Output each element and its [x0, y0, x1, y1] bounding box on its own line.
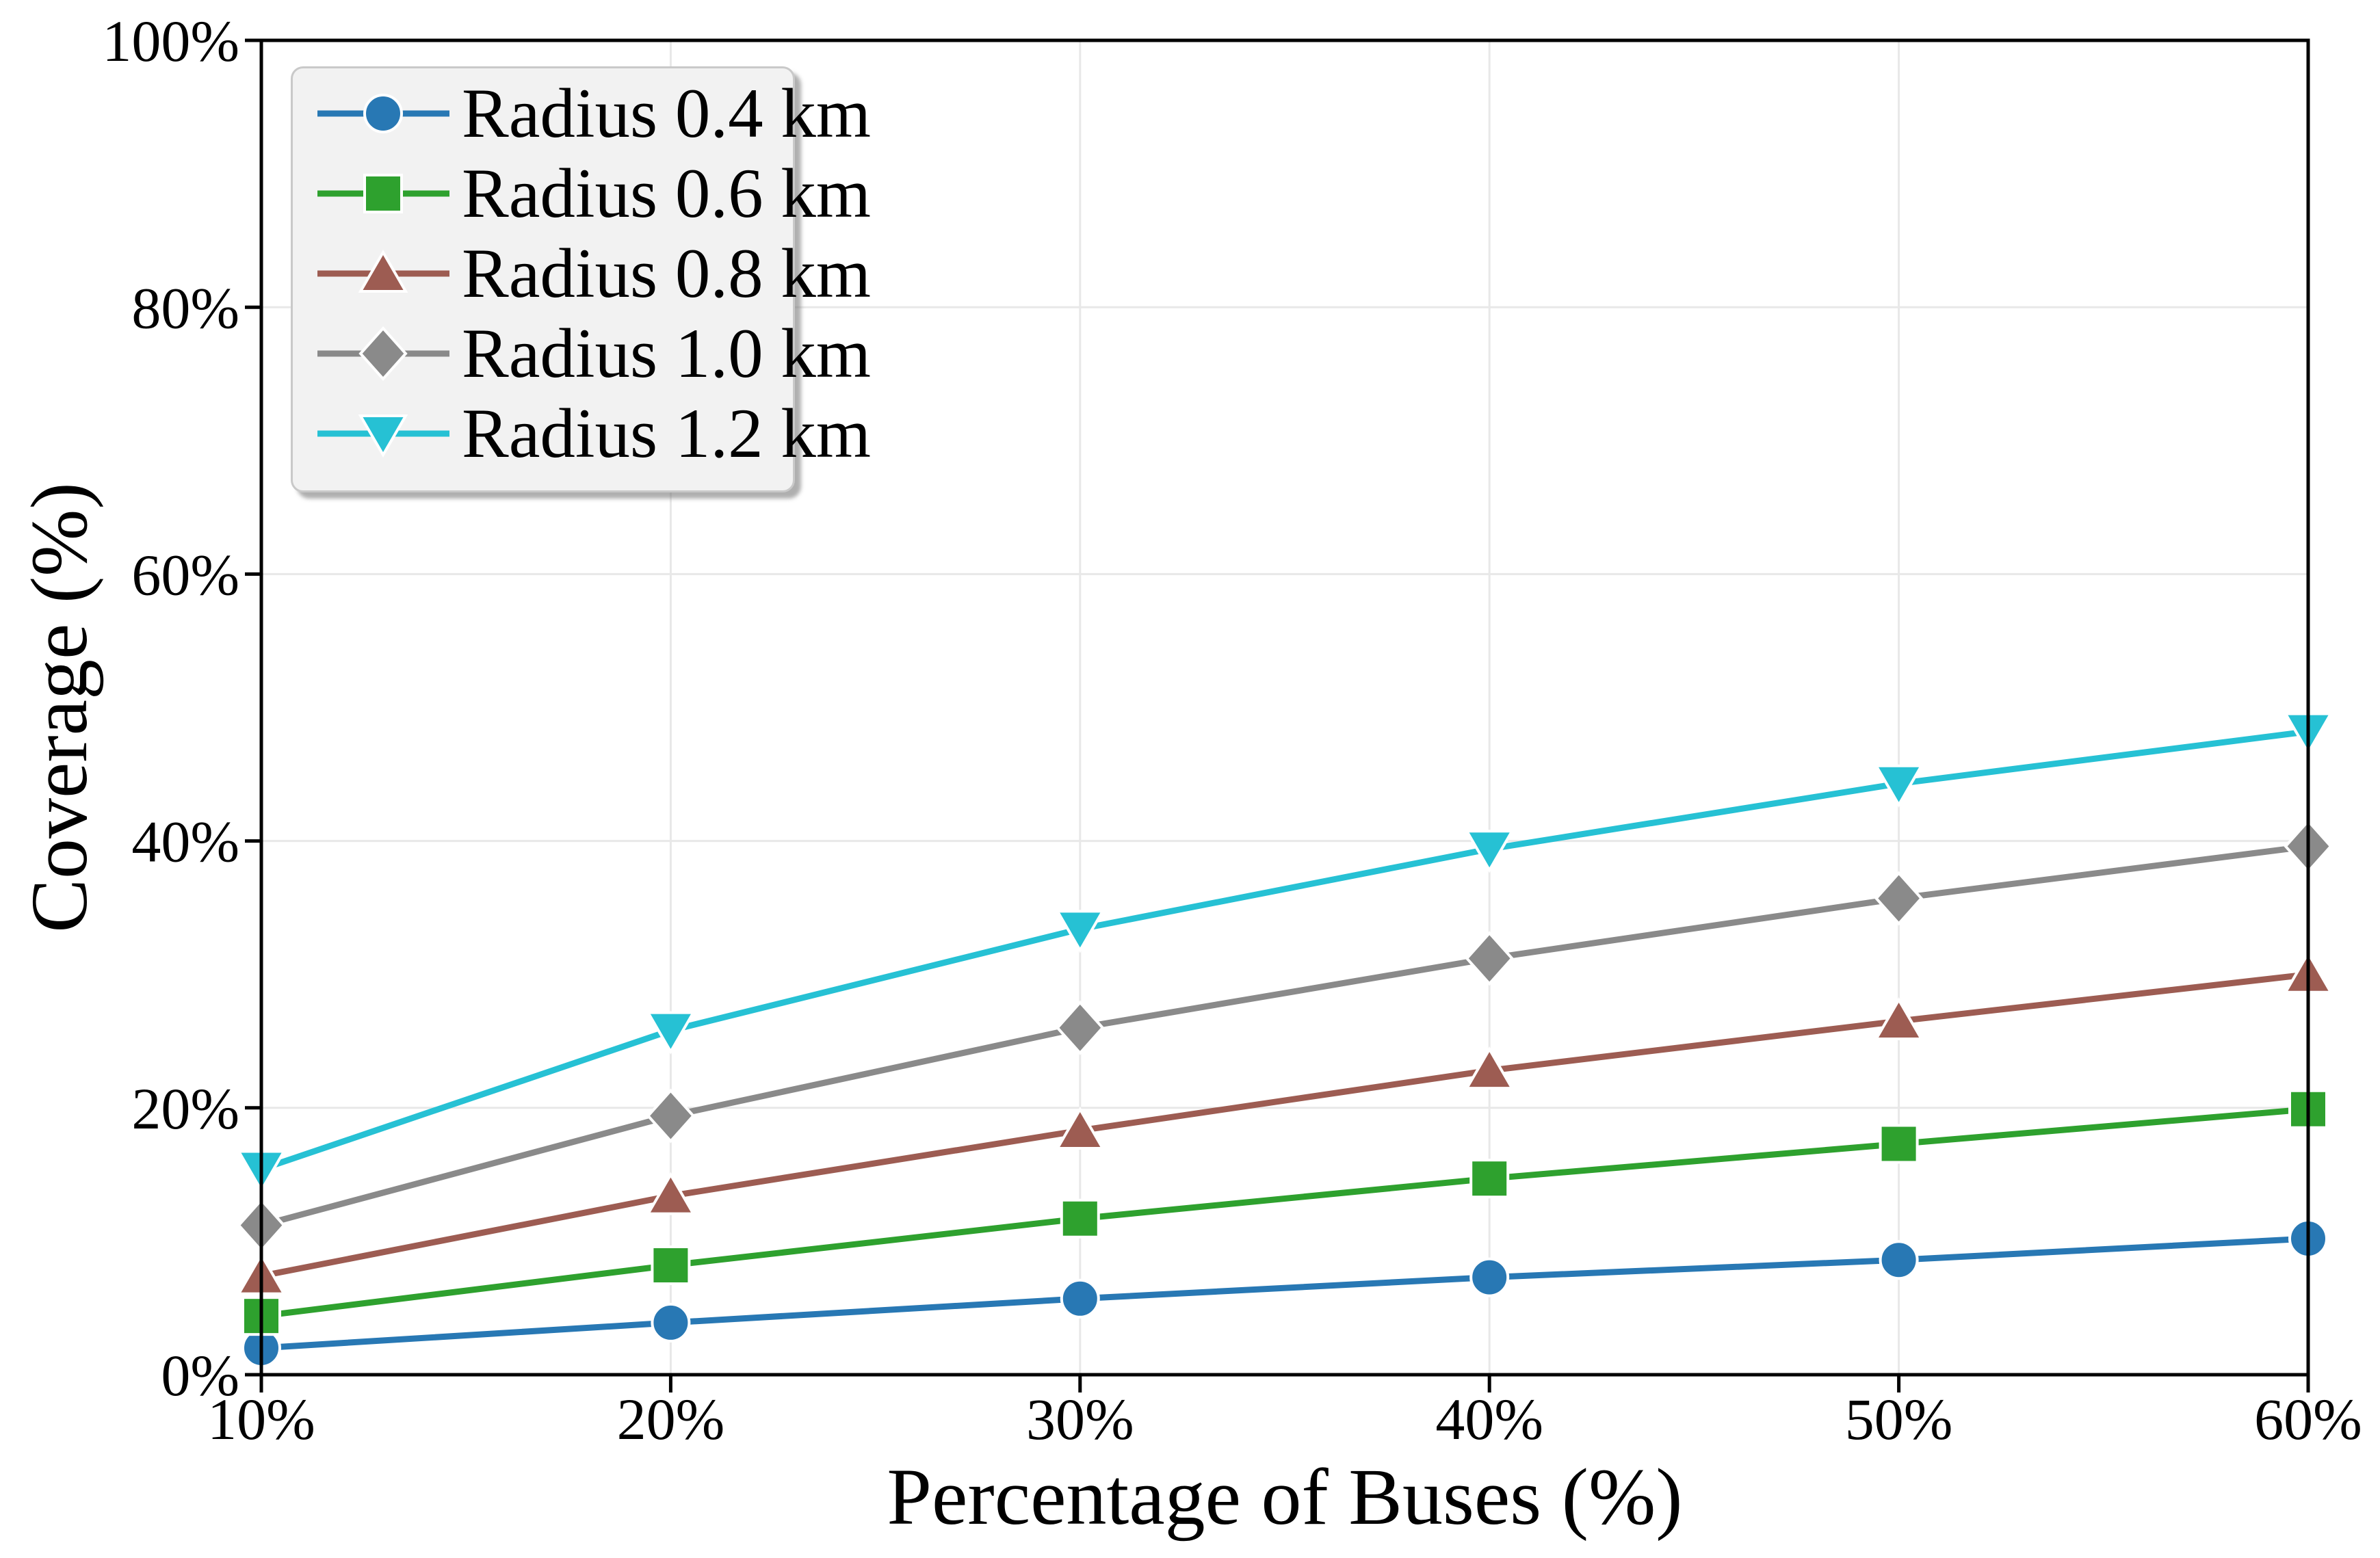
data-point-marker: [651, 1302, 691, 1343]
data-point-marker: [1879, 1240, 1919, 1280]
data-point-marker: [651, 1245, 691, 1286]
series-line: [261, 971, 2309, 1280]
data-point-marker: [645, 1172, 696, 1215]
data-point-marker: [1055, 1106, 1106, 1150]
data-point-marker: [1469, 1257, 1510, 1297]
square-legend-icon: [317, 174, 449, 214]
y-tick-label: 100%: [102, 8, 239, 74]
data-point-marker: [1464, 1046, 1515, 1090]
legend-item: Radius 0.4 km: [313, 77, 871, 151]
legend-item-label: Radius 1.2 km: [462, 395, 871, 473]
x-axis-label: Percentage of Buses (%): [887, 1452, 1682, 1542]
legend-marker: [363, 94, 403, 134]
legend-item-label: Radius 0.8 km: [462, 235, 871, 313]
legend-item: Radius 1.0 km: [313, 317, 871, 391]
legend-item-label: Radius 0.6 km: [462, 155, 871, 233]
data-point-marker: [1056, 1000, 1105, 1055]
y-tick-label: 20%: [131, 1076, 239, 1141]
legend: Radius 0.4 km Radius 0.6 km Radius 0.8 km R…: [291, 66, 871, 492]
series-radius-1-2-km: [236, 712, 2333, 1193]
legend-item: Radius 1.2 km: [313, 397, 871, 471]
triangle-down-legend-icon: [317, 414, 449, 458]
triangle-up-legend-icon: [317, 250, 449, 293]
data-point-marker: [1874, 764, 1924, 808]
data-point-marker: [1060, 1198, 1100, 1239]
data-point-marker: [1465, 931, 1514, 986]
data-point-marker: [1874, 871, 1924, 926]
legend-item-label: Radius 0.4 km: [462, 75, 871, 153]
ticks: 10% 20% 30% 40% 50% 60% 0% 20% 40% 60% 80% 100%: [102, 8, 2362, 1452]
y-tick-label: 60%: [131, 542, 239, 608]
data-point-marker: [1060, 1278, 1100, 1319]
x-tick-label: 30%: [1026, 1386, 1134, 1452]
series-radius-0-6-km: [241, 1089, 2328, 1336]
legend-marker: [358, 250, 408, 293]
x-tick-label: 10%: [207, 1386, 315, 1452]
data-point-marker: [1874, 996, 1924, 1040]
diamond-legend-icon: [317, 326, 449, 382]
y-axis-label: Coverage (%): [14, 482, 104, 933]
x-tick-label: 40%: [1435, 1386, 1543, 1452]
data-point-marker: [1469, 1159, 1510, 1199]
series-line: [261, 1235, 2309, 1351]
series-radius-1-0-km: [237, 819, 2333, 1253]
data-point-marker: [645, 1011, 696, 1055]
y-tick-label: 80%: [131, 275, 239, 341]
legend-item: Radius 0.6 km: [313, 157, 871, 231]
x-tick-label: 20%: [617, 1386, 725, 1452]
y-tick-label: 40%: [131, 809, 239, 875]
data-point-marker: [646, 1088, 696, 1144]
series-line: [261, 1106, 2309, 1319]
series-radius-0-4-km: [241, 1218, 2328, 1368]
y-tick-label: 0%: [161, 1343, 239, 1408]
legend-marker: [358, 326, 408, 382]
series-line: [260, 843, 2309, 1228]
x-tick-label: 60%: [2254, 1386, 2362, 1452]
legend-marker: [358, 414, 408, 458]
data-point-marker: [1055, 910, 1106, 953]
legend-item: Radius 0.8 km: [313, 237, 871, 311]
data-point-marker: [1879, 1124, 1919, 1164]
data-point-marker: [1464, 830, 1515, 873]
series-radius-0-8-km: [236, 950, 2333, 1295]
circle-legend-icon: [317, 94, 449, 134]
series-line: [260, 728, 2309, 1172]
axes-frame: [259, 38, 2310, 1377]
legend-item-label: Radius 1.0 km: [462, 315, 871, 393]
legend-marker: [363, 174, 403, 214]
x-tick-label: 50%: [1845, 1386, 1953, 1452]
